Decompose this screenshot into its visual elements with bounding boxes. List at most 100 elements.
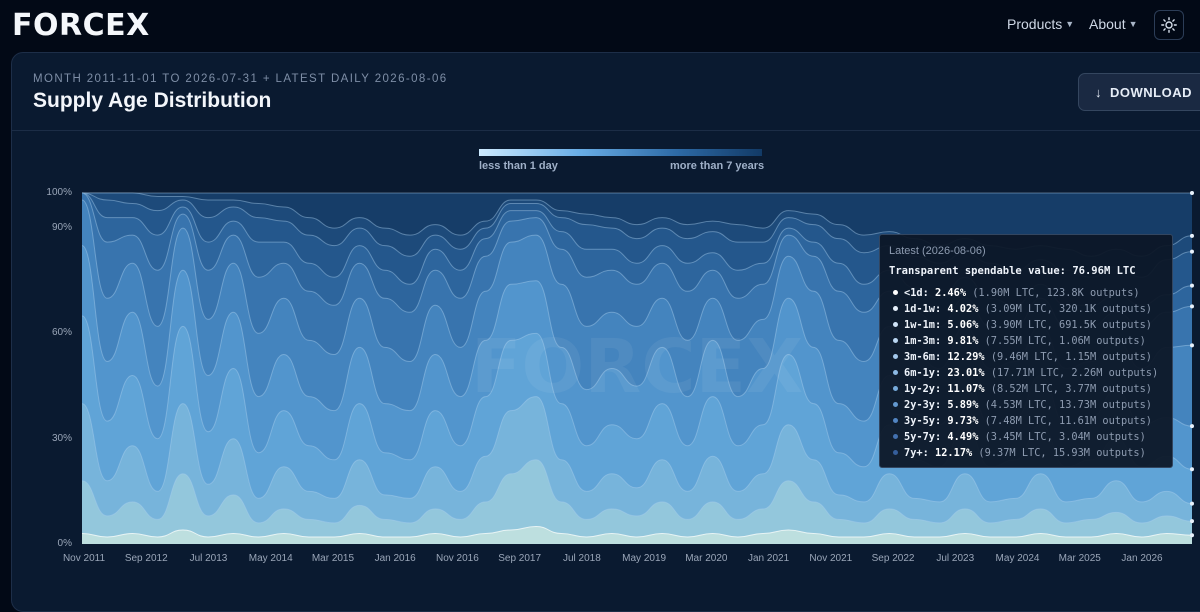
- series-dot-icon: [893, 418, 898, 423]
- x-tick-label: May 2014: [248, 553, 293, 564]
- endpoint-marker: [1190, 501, 1194, 506]
- endpoint-marker: [1190, 233, 1194, 238]
- tooltip-total-value: 76.96M LTC: [1072, 265, 1136, 277]
- x-tick-label: Sep 2022: [871, 553, 915, 564]
- x-tick-label: Jul 2023: [936, 553, 975, 564]
- x-tick-label: Mar 2015: [311, 553, 355, 564]
- endpoint-marker: [1190, 304, 1194, 309]
- endpoint-marker: [1190, 343, 1194, 348]
- nav-products-label: Products: [1007, 16, 1063, 32]
- endpoint-marker: [1190, 424, 1194, 429]
- tooltip-total: Transparent spendable value: 76.96M LTC: [889, 265, 1163, 285]
- tooltip-row-detail: (7.48M LTC, 11.61M outputs): [984, 415, 1152, 427]
- tooltip-row-label: 5y-7y:: [904, 431, 942, 443]
- series-dot-icon: [893, 338, 898, 343]
- download-button[interactable]: ↓ DOWNLOAD: [1078, 73, 1200, 111]
- tooltip-row-pct: 12.29%: [947, 351, 985, 363]
- tooltip-row-detail: (3.90M LTC, 691.5K outputs): [984, 319, 1152, 331]
- tooltip-row: 2y-3y: 5.89% (4.53M LTC, 13.73M outputs): [889, 397, 1163, 413]
- x-tick-label: Jul 2013: [189, 553, 228, 564]
- x-tick-label: Jan 2016: [374, 553, 416, 564]
- tooltip-row-label: 3y-5y:: [904, 415, 942, 427]
- latest-tooltip: Latest (2026-08-06) Transparent spendabl…: [879, 234, 1173, 468]
- x-tick-label: Nov 2016: [436, 553, 479, 564]
- tooltip-row: 5y-7y: 4.49% (3.45M LTC, 3.04M outputs): [889, 429, 1163, 445]
- x-tick-label: Mar 2025: [1058, 553, 1101, 564]
- tooltip-row-detail: (3.09M LTC, 320.1K outputs): [984, 303, 1152, 315]
- y-tick-label: 30%: [51, 432, 72, 444]
- x-tick-label: Mar 2020: [685, 553, 728, 564]
- watermark: FORCEX: [471, 324, 803, 410]
- tooltip-row-detail: (4.53M LTC, 13.73M outputs): [984, 399, 1152, 411]
- tooltip-row: 1d-1w: 4.02% (3.09M LTC, 320.1K outputs): [889, 301, 1163, 317]
- chevron-down-icon: ▼: [1128, 19, 1138, 29]
- tooltip-row-pct: 11.07%: [947, 383, 985, 395]
- tooltip-row-pct: 5.06%: [947, 319, 979, 331]
- series-dot-icon: [893, 322, 898, 327]
- endpoint-marker: [1190, 191, 1194, 195]
- series-line-1d-1w: [81, 459, 1193, 524]
- y-tick-label: 0%: [57, 538, 72, 549]
- tooltip-row-label: 1w-1m:: [904, 319, 942, 331]
- tooltip-row: 1m-3m: 9.81% (7.55M LTC, 1.06M outputs): [889, 333, 1163, 349]
- series-dot-icon: [893, 434, 898, 439]
- x-tick-label: Jan 2026: [1121, 553, 1163, 564]
- tooltip-row-label: 2y-3y:: [904, 399, 942, 411]
- x-tick-label: Nov 2011: [62, 553, 106, 564]
- tooltip-row-label: 1m-3m:: [904, 335, 942, 347]
- arrow-down-icon: ↓: [1095, 84, 1102, 100]
- endpoint-marker: [1190, 467, 1194, 472]
- series-dot-icon: [893, 386, 898, 391]
- x-tick-label: May 2019: [622, 553, 667, 564]
- theme-toggle-button[interactable]: [1154, 10, 1184, 40]
- tooltip-total-label: Transparent spendable value:: [889, 265, 1067, 277]
- y-tick-label: 60%: [51, 327, 72, 339]
- scale-min-label: less than 1 day: [479, 160, 558, 172]
- scale-max-label: more than 7 years: [670, 160, 765, 172]
- tooltip-row-detail: (1.90M LTC, 123.8K outputs): [972, 287, 1140, 299]
- tooltip-title: Latest (2026-08-06): [889, 245, 986, 257]
- date-range-subtitle: MONTH 2011-11-01 TO 2026-07-31 + LATEST …: [33, 73, 448, 85]
- y-tick-label: 100%: [46, 187, 72, 198]
- tooltip-row-detail: (7.55M LTC, 1.06M outputs): [984, 335, 1146, 347]
- tooltip-row-label: 1d-1w:: [904, 303, 942, 315]
- top-bar: FORCEX Products ▼ About ▼: [0, 0, 1200, 52]
- tooltip-row-label: 3m-6m:: [904, 351, 942, 363]
- series-line-1w-1m: [81, 396, 1193, 505]
- logo[interactable]: FORCEX: [12, 8, 150, 43]
- download-label: DOWNLOAD: [1110, 84, 1192, 100]
- tooltip-row-detail: (3.45M LTC, 3.04M outputs): [984, 431, 1146, 443]
- x-tick-label: Sep 2012: [124, 553, 168, 564]
- tooltip-row: 1y-2y: 11.07% (8.52M LTC, 3.77M outputs): [889, 381, 1163, 397]
- tooltip-row-pct: 12.17%: [935, 447, 973, 459]
- nav-about-label: About: [1089, 16, 1126, 32]
- x-tick-label: Jan 2021: [748, 553, 790, 564]
- tooltip-row: 6m-1y: 23.01% (17.71M LTC, 2.26M outputs…: [889, 365, 1163, 381]
- endpoint-marker: [1190, 519, 1194, 524]
- area-band--1d: [82, 526, 1192, 544]
- y-tick-label: 90%: [51, 222, 72, 234]
- tooltip-row-detail: (8.52M LTC, 3.77M outputs): [990, 383, 1152, 395]
- tooltip-row: 7y+: 12.17% (9.37M LTC, 15.93M outputs): [889, 445, 1163, 461]
- x-tick-label: May 2024: [995, 553, 1040, 564]
- tooltip-row-pct: 5.89%: [947, 399, 979, 411]
- nav-about[interactable]: About ▼: [1089, 16, 1138, 32]
- tooltip-row-pct: 23.01%: [947, 367, 985, 379]
- tooltip-row: 3y-5y: 9.73% (7.48M LTC, 11.61M outputs): [889, 413, 1163, 429]
- nav-products[interactable]: Products ▼: [1007, 16, 1074, 32]
- x-tick-label: Nov 2021: [809, 553, 853, 564]
- series-endpoints: [1190, 191, 1194, 538]
- header-divider: [12, 130, 1200, 131]
- tooltip-row: 1w-1m: 5.06% (3.90M LTC, 691.5K outputs): [889, 317, 1163, 333]
- endpoint-marker: [1190, 283, 1194, 288]
- tooltip-row-pct: 9.73%: [947, 415, 979, 427]
- tooltip-row-detail: (9.37M LTC, 15.93M outputs): [978, 447, 1146, 459]
- series-dot-icon: [893, 402, 898, 407]
- series-dot-icon: [893, 290, 898, 295]
- tooltip-row-pct: 9.81%: [947, 335, 979, 347]
- tooltip-row-pct: 4.02%: [947, 303, 979, 315]
- series-dot-icon: [893, 354, 898, 359]
- tooltip-row-pct: 4.49%: [947, 431, 979, 443]
- series-dot-icon: [893, 450, 898, 455]
- tooltip-row-label: 7y+:: [904, 447, 929, 459]
